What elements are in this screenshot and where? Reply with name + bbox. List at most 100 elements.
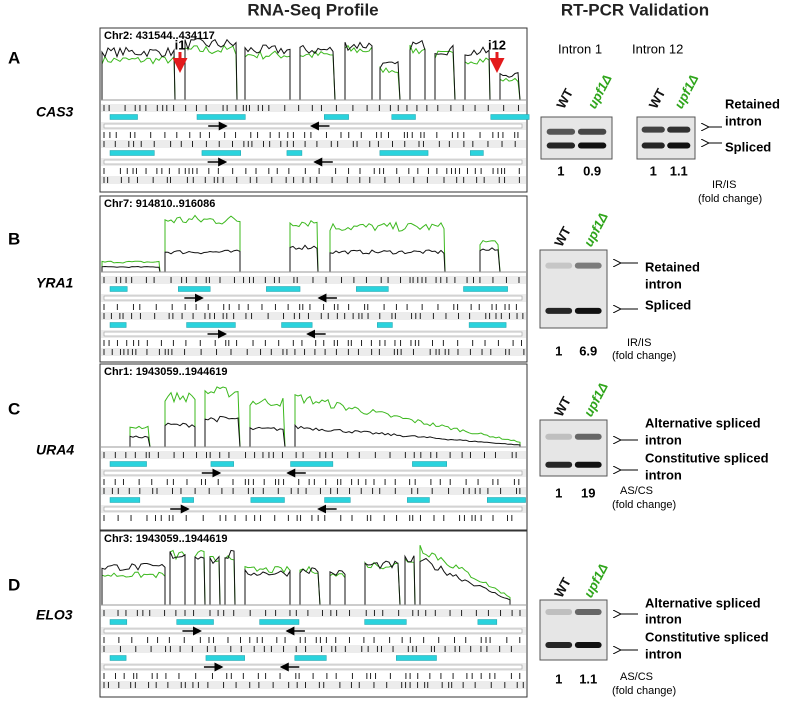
transcript bbox=[103, 470, 523, 476]
coverage-wt bbox=[101, 415, 526, 448]
band-label: Retained bbox=[645, 259, 700, 274]
lane-label: upf1Δ bbox=[671, 72, 701, 111]
ratio-label: (fold change) bbox=[612, 685, 676, 697]
coverage-wt bbox=[101, 37, 526, 101]
panel-letter: D bbox=[8, 575, 20, 594]
track-row bbox=[101, 451, 526, 459]
feature bbox=[281, 322, 313, 328]
feature bbox=[109, 286, 128, 292]
band-label: intron bbox=[645, 432, 682, 447]
fold-value: 1.1 bbox=[579, 671, 597, 686]
gel-title: Intron 12 bbox=[632, 41, 683, 56]
track-row bbox=[101, 496, 526, 504]
coords: Chr2: 431544..434117 bbox=[104, 30, 215, 42]
gel-band bbox=[667, 126, 691, 133]
track-row bbox=[101, 312, 526, 320]
ratio-label: AS/CS bbox=[620, 485, 653, 497]
track-row bbox=[101, 276, 526, 284]
fold-value: 1.1 bbox=[670, 163, 688, 178]
band-label: intron bbox=[645, 467, 682, 482]
lane-label: WT bbox=[551, 224, 574, 249]
gel-band bbox=[545, 642, 573, 648]
feature bbox=[109, 655, 127, 661]
lane-label: WT bbox=[551, 575, 574, 600]
gel-band bbox=[545, 433, 573, 440]
lane-label: upf1Δ bbox=[581, 380, 611, 419]
coords: Chr1: 1943059..1944619 bbox=[104, 366, 228, 378]
fold-value: 1 bbox=[650, 163, 657, 178]
fold-value: 1 bbox=[555, 671, 562, 686]
track-row bbox=[101, 176, 526, 184]
gel-band bbox=[574, 609, 602, 615]
band-label: Constitutive spliced bbox=[645, 450, 769, 465]
band-label: Constitutive spliced bbox=[645, 629, 769, 644]
intron-marker: i1 bbox=[175, 37, 186, 52]
lane-label: upf1Δ bbox=[585, 72, 615, 111]
feature bbox=[109, 461, 147, 467]
gel-band bbox=[546, 142, 576, 149]
fold-value: 0.9 bbox=[583, 163, 601, 178]
coverage-upf1 bbox=[101, 386, 526, 448]
gel-band bbox=[574, 307, 602, 314]
lane-label: upf1Δ bbox=[581, 561, 611, 600]
feature bbox=[379, 150, 429, 156]
feature bbox=[412, 461, 447, 467]
track-row bbox=[101, 131, 526, 139]
gel bbox=[539, 249, 608, 329]
band-label: Spliced bbox=[725, 139, 771, 154]
feature bbox=[324, 497, 351, 503]
feature bbox=[294, 655, 327, 661]
gel-title: Intron 1 bbox=[558, 41, 602, 56]
gel-band bbox=[641, 142, 665, 149]
band-label: intron bbox=[645, 276, 682, 291]
track-row bbox=[101, 487, 526, 495]
ratio-label: IR/IS bbox=[627, 337, 651, 349]
feature bbox=[407, 497, 430, 503]
feature bbox=[205, 655, 245, 661]
transcript bbox=[103, 628, 523, 634]
track-row bbox=[101, 348, 526, 356]
coords: Chr3: 1943059..1944619 bbox=[104, 533, 228, 545]
feature bbox=[470, 150, 484, 156]
track-row bbox=[101, 167, 526, 175]
gel-band bbox=[545, 461, 573, 468]
fold-value: 1 bbox=[555, 485, 562, 500]
track-row bbox=[101, 478, 526, 486]
transcript bbox=[103, 295, 523, 301]
feature bbox=[109, 114, 138, 120]
feature bbox=[391, 114, 416, 120]
feature bbox=[201, 150, 241, 156]
lane-label: WT bbox=[553, 86, 576, 111]
feature bbox=[181, 497, 194, 503]
coverage-wt bbox=[101, 549, 526, 606]
feature bbox=[109, 150, 155, 156]
feature bbox=[364, 619, 407, 625]
gel-band bbox=[667, 142, 691, 149]
feature bbox=[196, 114, 246, 120]
feature bbox=[487, 497, 526, 503]
feature bbox=[109, 619, 128, 625]
track-row bbox=[101, 303, 526, 311]
band-label: intron bbox=[645, 646, 682, 661]
feature bbox=[210, 461, 234, 467]
feature bbox=[109, 497, 141, 503]
coverage-upf1 bbox=[101, 44, 526, 101]
gel-band bbox=[545, 307, 573, 314]
ratio-label: AS/CS bbox=[620, 671, 653, 683]
gel-band bbox=[574, 461, 602, 468]
track-row bbox=[101, 681, 526, 689]
panel-letter: A bbox=[8, 48, 20, 67]
ratio-label: (fold change) bbox=[612, 499, 676, 511]
gene-name: CAS3 bbox=[36, 104, 74, 120]
feature bbox=[266, 286, 301, 292]
ratio-label: IR/IS bbox=[712, 179, 736, 191]
fold-value: 1 bbox=[557, 163, 564, 178]
intron-marker: i12 bbox=[488, 37, 506, 52]
track-row bbox=[101, 113, 526, 121]
header-left: RNA-Seq Profile bbox=[247, 0, 378, 19]
band-label: Alternative spliced bbox=[645, 415, 761, 430]
gel-band bbox=[574, 262, 602, 269]
coverage-wt bbox=[101, 244, 526, 273]
feature bbox=[377, 322, 393, 328]
